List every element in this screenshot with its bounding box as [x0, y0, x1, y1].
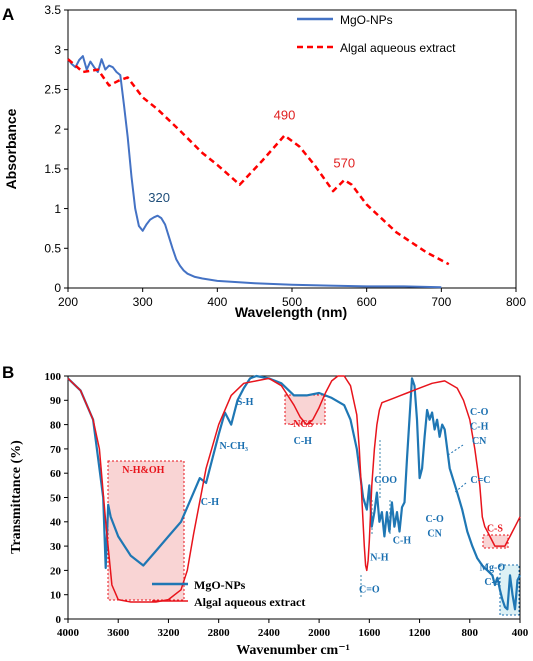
- annotation-a-1: 490: [274, 108, 296, 123]
- annotation-b-3: S-H: [237, 397, 254, 408]
- legend-a: MgO-NPs Algal aqueous extract: [297, 13, 456, 55]
- panel-label-b: B: [2, 363, 14, 382]
- panel-b-chart: B 4000 3600 3200 2800 2400 2000 1600 1200 800 400…: [2, 363, 529, 658]
- x-tick-label-b-9: 400: [512, 627, 529, 639]
- x-tick-label-b-8: 800: [462, 627, 479, 639]
- series-line-b-1: [67, 375, 521, 603]
- y-tick-label-b-10: 100: [45, 371, 62, 383]
- x-tick-label-b-1: 3600: [107, 627, 130, 639]
- x-tick-label-b-7: 1200: [409, 627, 432, 639]
- x-tick-label-a-6: 800: [506, 295, 526, 309]
- annotation-b-7: COO: [374, 475, 397, 486]
- series-line-b-0: [67, 374, 521, 611]
- annotation-b-9: C-H: [393, 536, 412, 547]
- annotation-b-1: C-H: [201, 497, 220, 508]
- y-tick-label-b-1: 10: [50, 590, 62, 602]
- y-tick-label-a-5: 2.5: [44, 83, 61, 97]
- annotation-b-5: C-H: [294, 436, 313, 447]
- annotation-a-0: 320: [148, 190, 170, 205]
- series-line-a-0: [67, 55, 442, 289]
- x-tick-label-b-2: 3200: [157, 627, 180, 639]
- y-tick-label-a-6: 3: [54, 43, 61, 57]
- legend-label-algal-a: Algal aqueous extract: [340, 41, 456, 55]
- x-axis-label-a: Wavelength (nm): [235, 304, 347, 320]
- x-tick-label-b-5: 2000: [308, 627, 331, 639]
- x-tick-label-a-5: 700: [431, 295, 451, 309]
- legend-label-mgo-b: MgO-NPs: [194, 578, 246, 592]
- connector-co-ch-cn: [447, 444, 464, 456]
- x-tick-label-b-4: 2400: [258, 627, 281, 639]
- annotations-a: 320 490 570: [148, 108, 355, 206]
- panel-a-chart: A 200 300 400 500 600 700 80000.511.522.533.5 …: [2, 3, 526, 320]
- annotation-b-10: C-O: [425, 514, 444, 525]
- annotation-b-4: -NCS: [290, 419, 314, 430]
- y-axis-label-a: Absorbance: [3, 108, 19, 189]
- y-tick-label-a-2: 1: [54, 202, 61, 216]
- y-tick-label-b-3: 30: [50, 541, 62, 553]
- annotation-b-12: C-O: [470, 407, 489, 418]
- annotation-b-6: C=O: [359, 584, 380, 595]
- x-axis-label-b: Wavenumber cm⁻¹: [236, 643, 350, 658]
- y-tick-label-a-3: 1.5: [44, 162, 61, 176]
- x-tick-label-b-3: 2800: [208, 627, 231, 639]
- x-tick-label-a-4: 600: [357, 295, 377, 309]
- y-tick-label-b-6: 60: [50, 468, 62, 480]
- y-tick-label-b-7: 70: [50, 444, 62, 456]
- axes-b: 4000 3600 3200 2800 2400 2000 1600 1200 800 40001…: [45, 371, 529, 639]
- annotation-b-13: C-H: [470, 421, 489, 432]
- x-tick-label-a-1: 300: [133, 295, 153, 309]
- x-tick-label-a-0: 200: [58, 295, 78, 309]
- legend-b: MgO-NPs Algal aqueous extract: [152, 578, 305, 609]
- annotation-b-14: CN: [472, 436, 487, 447]
- y-tick-label-b-5: 50: [50, 492, 62, 504]
- y-tick-label-b-0: 0: [56, 614, 62, 626]
- annotation-b-11: CN: [427, 528, 442, 539]
- series-line-a-1: [67, 58, 450, 266]
- annotations-b: N-H&OH C-H N-CH₃ S-H -NCS C-H C=O COO N-H C-H C-O C…: [122, 397, 505, 595]
- axes-a: 200 300 400 500 600 700 800 0 0.5 1 1.5 2 2.5 3 3.5: [44, 3, 526, 309]
- series-group-b: [67, 374, 521, 611]
- panel-label-a: A: [2, 5, 14, 24]
- x-tick-label-a-2: 400: [207, 295, 227, 309]
- x-tick-label-b-6: 1600: [358, 627, 381, 639]
- y-tick-label-b-4: 40: [50, 517, 62, 529]
- annotation-b-17: Mg-O: [480, 562, 506, 573]
- highlight-cs: [482, 534, 509, 549]
- annotation-a-2: 570: [333, 155, 355, 170]
- y-tick-label-b-2: 20: [50, 565, 62, 577]
- y-tick-label-b-8: 80: [50, 419, 62, 431]
- y-tick-label-a-7: 3.5: [44, 3, 61, 17]
- x-tick-label-a-3: 500: [282, 295, 302, 309]
- y-tick-label-a-0: 0: [54, 281, 61, 295]
- annotation-b-8: N-H: [370, 553, 389, 564]
- y-tick-label-a-4: 2: [54, 122, 61, 136]
- annotation-b-16: C-S: [487, 524, 504, 535]
- x-tick-label-b-0: 4000: [57, 627, 80, 639]
- annotation-b-18: C-S: [484, 577, 501, 588]
- y-axis-label-b: Transmittance (%): [9, 440, 24, 554]
- series-group-a: [67, 55, 450, 289]
- legend-label-mgo-a: MgO-NPs: [340, 13, 393, 27]
- annotation-b-0: N-H&OH: [122, 465, 164, 476]
- legend-label-algal-b: Algal aqueous extract: [194, 595, 305, 609]
- y-tick-label-b-9: 90: [50, 395, 62, 407]
- y-tick-label-a-1: 0.5: [44, 241, 61, 255]
- annotation-b-15: C=C: [470, 475, 490, 486]
- annotation-b-2: N-CH₃: [219, 441, 248, 452]
